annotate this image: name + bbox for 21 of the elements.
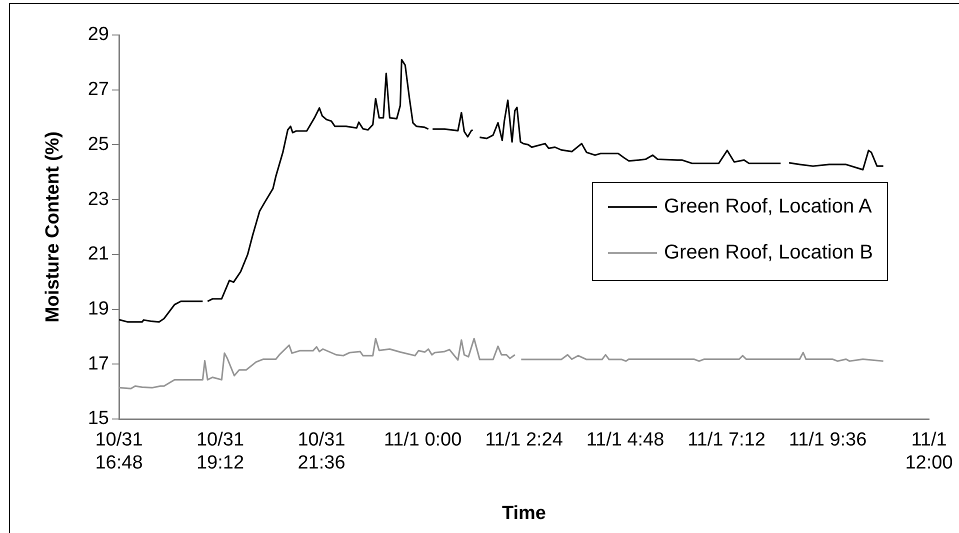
x-tick-label: 11/1 12:00	[905, 430, 953, 474]
legend-label: Green Roof, Location A	[664, 196, 873, 218]
x-tick-label: 11/1 9:36	[788, 430, 867, 451]
y-tick-label: 21	[88, 244, 109, 265]
y-tick-label: 17	[88, 353, 109, 374]
y-tick-label: 27	[88, 79, 109, 100]
x-axis-title: Time	[502, 502, 546, 524]
y-tick-label: 29	[88, 24, 109, 46]
y-tick-label: 23	[88, 188, 109, 210]
x-tick-label: 10/31 21:36	[298, 430, 346, 474]
x-tick-label: 11/1 2:24	[485, 430, 564, 451]
y-tick-label: 19	[88, 298, 109, 320]
x-tick-label: 11/1 4:48	[586, 430, 664, 451]
y-tick-label: 15	[88, 408, 109, 430]
y-axis-title: Moisture Content (%)	[42, 131, 64, 323]
legend-label: Green Roof, Location B	[664, 242, 873, 264]
x-tick-label: 11/1 7:12	[688, 430, 766, 451]
x-tick-label: 10/31 16:48	[95, 430, 143, 474]
y-tick-label: 25	[88, 134, 109, 155]
x-tick-label: 11/1 0:00	[384, 430, 462, 451]
x-tick-label: 10/31 19:12	[196, 430, 244, 474]
